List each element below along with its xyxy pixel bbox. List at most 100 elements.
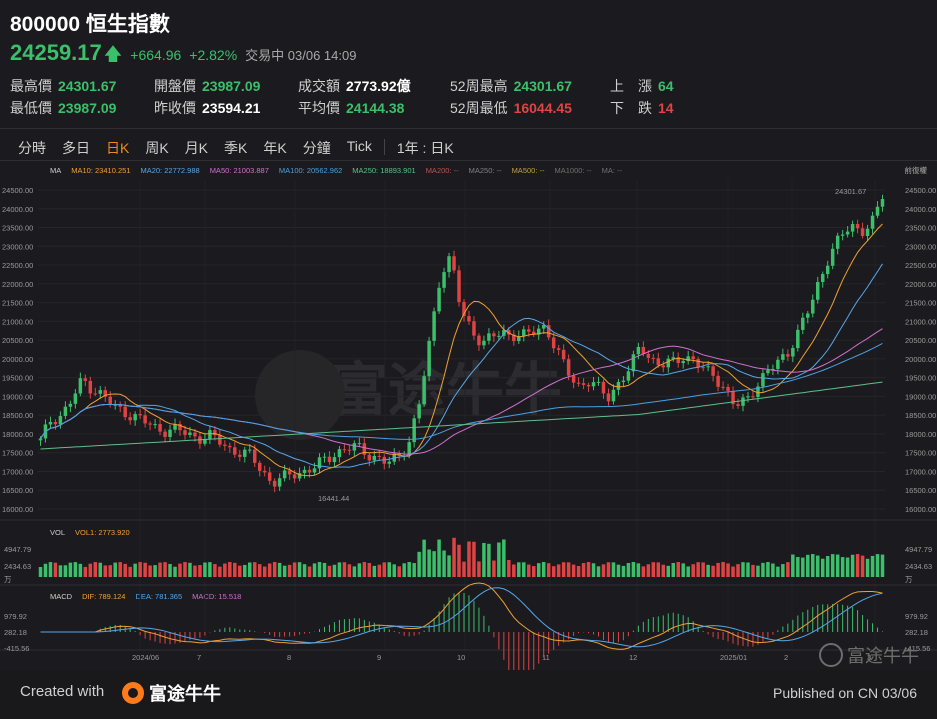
legend-item: MA200: -- — [425, 166, 459, 175]
volume-bar — [701, 562, 705, 577]
volume-bar — [412, 563, 416, 577]
tab-0[interactable]: 分時 — [18, 140, 46, 156]
volume-bar — [38, 567, 43, 577]
volume-bar — [83, 566, 88, 577]
volume-bar — [636, 563, 641, 577]
candle-body — [277, 478, 282, 487]
candle-body — [716, 375, 720, 387]
candle-body — [377, 455, 382, 457]
candle-body — [422, 376, 426, 405]
volume-bar — [422, 539, 426, 577]
adjustment-label[interactable]: 前復權 — [904, 166, 928, 175]
volume-bar — [337, 562, 342, 577]
footer: Created with 富途牛牛 Published on CN 03/06 — [0, 670, 937, 719]
volume-bar — [392, 564, 396, 577]
y-tick-label-left: 21000.00 — [2, 317, 33, 326]
legend-item: MACD — [50, 592, 73, 601]
volume-bar — [596, 566, 601, 577]
price-change-pct: +2.82% — [189, 47, 238, 63]
macd-legend: MACD DIF: 789.124 DEA: 781.365 MACD: 15.518 — [50, 592, 251, 601]
y-tick-label-left: 19000.00 — [2, 392, 33, 401]
y-tick-label-left: 21500.00 — [2, 299, 33, 308]
candle-body — [487, 333, 491, 341]
candle-body — [63, 406, 68, 417]
tab-6[interactable]: 年K — [263, 140, 287, 156]
volume-bar — [238, 565, 242, 577]
volume-bar — [377, 564, 382, 577]
candle-body — [287, 470, 292, 475]
candle-body — [840, 234, 845, 236]
legend-item: MA100: 20562.962 — [278, 166, 343, 175]
volume-bar — [601, 564, 606, 577]
candle-body — [103, 390, 108, 397]
volume-bar — [173, 566, 177, 577]
tab-1[interactable]: 多日 — [62, 140, 90, 156]
candle-body — [686, 356, 690, 362]
volume-bar — [860, 555, 865, 577]
candle-body — [387, 461, 391, 464]
volume-bar — [148, 565, 152, 577]
candle-body — [163, 431, 167, 437]
candle-body — [262, 470, 267, 473]
candle-body — [502, 330, 506, 336]
volume-bar — [248, 562, 252, 577]
y-tick-label-right: 22000.00 — [905, 280, 936, 289]
x-tick-label: 8 — [287, 653, 291, 662]
volume-bar — [815, 555, 820, 577]
volume-bar — [830, 554, 835, 577]
volume-bar — [482, 542, 486, 577]
y-tick-label-left: 16000.00 — [2, 505, 33, 514]
tab-2[interactable]: 日K — [106, 140, 130, 156]
volume-bar — [447, 555, 451, 577]
volume-bar — [63, 565, 68, 577]
divider — [0, 160, 937, 161]
tab-8[interactable]: Tick — [346, 138, 372, 154]
tab-5[interactable]: 季K — [224, 140, 248, 156]
candle-body — [781, 354, 785, 360]
candle-body — [656, 358, 661, 366]
candle-body — [756, 386, 760, 397]
watermark-logo-icon — [255, 350, 345, 440]
candle-body — [183, 430, 187, 435]
volume-bar — [372, 565, 377, 577]
y-tick-label-right: 18500.00 — [905, 411, 936, 420]
candle-body — [337, 449, 342, 458]
kline-chart[interactable]: 富途牛牛 24500.00 24500.00 24000.00 24000.00 2350… — [0, 0, 937, 670]
candle-body — [432, 311, 436, 341]
volume-bar — [267, 563, 272, 577]
tab-7[interactable]: 分鐘 — [302, 140, 331, 156]
candle-body — [347, 449, 352, 451]
y-tick-label-left: 24500.00 — [2, 186, 33, 195]
candle-body — [208, 430, 212, 439]
y-tick-label-right: 20500.00 — [905, 336, 936, 345]
candle-body — [845, 231, 850, 235]
volume-bar — [726, 563, 730, 577]
tab-4[interactable]: 月K — [184, 140, 209, 156]
volume-bar — [691, 564, 695, 577]
volume-bar — [427, 549, 431, 577]
tab-3[interactable]: 周K — [145, 140, 169, 156]
volume-bar — [586, 562, 591, 577]
candle-body — [591, 382, 596, 387]
candle-body — [452, 256, 456, 271]
volume-bar — [651, 562, 656, 577]
candle-body — [865, 228, 870, 236]
ma-legend: MA MA10: 23410.251 MA20: 22772.988 MA50: 21… — [50, 166, 632, 175]
y-tick-label-right: 17500.00 — [905, 449, 936, 458]
volume-bar — [811, 554, 815, 577]
candle-body — [427, 340, 431, 377]
legend-item: VOL — [50, 528, 66, 537]
ma250-line — [40, 381, 883, 450]
volume-bar — [168, 563, 172, 577]
tab-9[interactable]: 1年 : 日K — [396, 140, 454, 156]
candle-body — [238, 454, 242, 457]
vol-tick-label: 4947.79 — [4, 545, 31, 554]
candle-body — [442, 272, 446, 288]
volume-bar — [53, 562, 58, 577]
candle-body — [776, 359, 780, 369]
candle-body — [357, 443, 362, 445]
volume-bar — [541, 562, 546, 577]
candle-body — [616, 382, 621, 390]
created-with-text: Created with — [20, 683, 105, 700]
candle-body — [178, 423, 182, 431]
